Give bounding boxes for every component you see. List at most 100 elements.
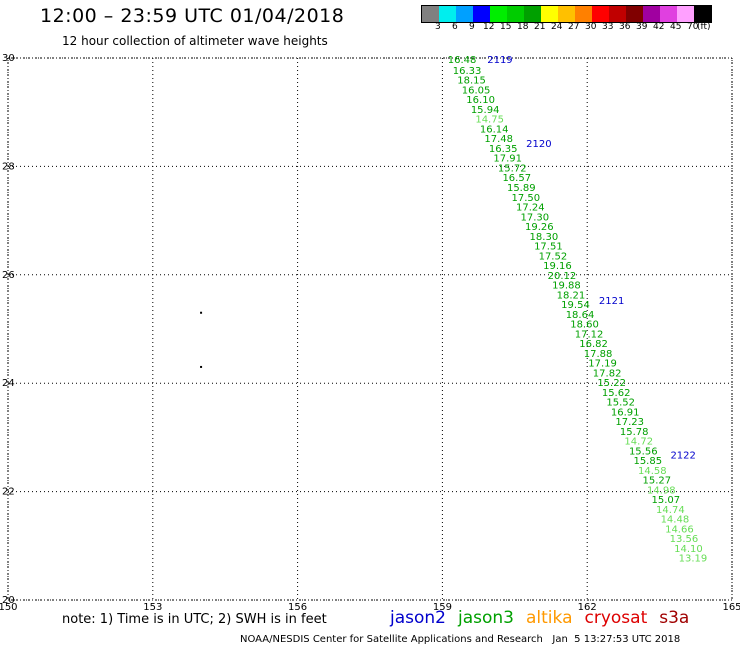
lat-tick-label: 20 xyxy=(2,595,15,606)
swh-value: 15.52 xyxy=(606,398,635,409)
satellite-legend-item: altika xyxy=(526,608,573,628)
swh-value: 19.26 xyxy=(525,222,554,233)
lat-tick-label: 22 xyxy=(2,487,15,498)
swh-value: 16.33 xyxy=(453,66,482,77)
swh-value: 20.12 xyxy=(548,271,577,282)
swh-value: 15.85 xyxy=(633,456,662,467)
swh-value: 18.60 xyxy=(570,320,599,331)
scale-swatch xyxy=(626,6,643,22)
scale-swatch xyxy=(524,6,541,22)
swh-value: 14.58 xyxy=(638,466,667,477)
satellite-legend-item: jason2 xyxy=(390,608,446,628)
swh-value: 17.19 xyxy=(588,359,617,370)
pass-number-label: 2120 xyxy=(526,139,551,150)
scale-swatch xyxy=(694,6,711,22)
swh-value: 18.30 xyxy=(530,232,559,243)
swh-value: 13.19 xyxy=(679,554,708,565)
swh-value: 15.27 xyxy=(642,476,671,487)
scale-label: 12 xyxy=(483,22,495,32)
altimeter-track: 16.4816.3318.1516.0516.1015.9414.7516.14… xyxy=(448,55,708,565)
swh-value: 16.05 xyxy=(462,85,491,96)
swh-value: 18.21 xyxy=(557,290,586,301)
swh-value: 15.72 xyxy=(498,163,527,174)
island-dot xyxy=(200,311,203,314)
swh-value: 14.74 xyxy=(656,505,685,516)
scale-label: 21 xyxy=(534,22,546,32)
lon-tick-label: 162 xyxy=(578,602,597,613)
swh-value: 15.78 xyxy=(620,427,649,438)
swh-value: 17.12 xyxy=(575,329,604,340)
scale-label: 33 xyxy=(602,22,614,32)
scale-swatch xyxy=(660,6,677,22)
scale-swatch xyxy=(575,6,592,22)
scale-label: 30 xyxy=(585,22,597,32)
axis-tick-labels: 150 153 156 159 162 165 30 28 26 24 22 20 xyxy=(0,53,740,613)
swh-value: 14.98 xyxy=(647,485,676,496)
scale-label: 70 xyxy=(687,22,699,32)
swh-value: 15.56 xyxy=(629,446,658,457)
lon-tick-label: 165 xyxy=(722,602,740,613)
scale-swatch xyxy=(507,6,524,22)
swh-value: 16.57 xyxy=(502,173,531,184)
swh-value: 16.48 xyxy=(448,55,477,66)
swh-value: 17.51 xyxy=(534,242,563,253)
satellite-legend-item: s3a xyxy=(659,608,690,628)
lon-tick-label: 156 xyxy=(288,602,307,613)
scale-swatch xyxy=(609,6,626,22)
swh-value: 19.54 xyxy=(561,300,590,311)
lat-tick-label: 26 xyxy=(2,270,15,281)
pass-number-label: 2119 xyxy=(487,55,512,66)
scale-label: 18 xyxy=(517,22,529,32)
wave-height-color-scale xyxy=(421,5,712,23)
scale-swatch xyxy=(558,6,575,22)
swh-value: 16.35 xyxy=(489,144,518,155)
footer-note: note: 1) Time is in UTC; 2) SWH is in fe… xyxy=(62,612,327,627)
satellite-legend-item: jason3 xyxy=(458,608,514,628)
map-frame xyxy=(7,57,733,601)
swh-value: 19.16 xyxy=(543,261,572,272)
swh-value: 18.64 xyxy=(566,310,595,321)
scale-swatch xyxy=(422,6,439,22)
scale-swatch xyxy=(473,6,490,22)
lat-lon-grid xyxy=(7,57,733,601)
map-title: 12:00 – 23:59 UTC 01/04/2018 xyxy=(40,5,345,27)
swh-value: 16.10 xyxy=(466,95,495,106)
swh-value: 16.91 xyxy=(611,407,640,418)
swh-value: 15.07 xyxy=(652,495,681,506)
swh-value: 16.82 xyxy=(579,339,608,350)
islands xyxy=(200,311,203,368)
scale-label: 27 xyxy=(568,22,580,32)
scale-label: 6 xyxy=(452,22,458,32)
map-subtitle: 12 hour collection of altimeter wave hei… xyxy=(62,34,328,48)
swh-value: 18.15 xyxy=(457,76,486,87)
satellite-legend-item: cryosat xyxy=(584,608,648,628)
swh-value: 17.50 xyxy=(511,193,540,204)
lon-tick-label: 150 xyxy=(0,602,18,613)
swh-value: 15.89 xyxy=(507,183,536,194)
swh-value: 14.10 xyxy=(674,544,703,555)
lon-tick-label: 153 xyxy=(143,602,162,613)
credit-line: NOAA/NESDIS Center for Satellite Applica… xyxy=(240,634,681,645)
scale-label: 36 xyxy=(619,22,631,32)
scale-label: 9 xyxy=(469,22,475,32)
swh-value: 17.30 xyxy=(521,212,550,223)
lat-tick-label: 24 xyxy=(2,378,15,389)
scale-label: 45 xyxy=(670,22,682,32)
swh-value: 17.52 xyxy=(539,251,568,262)
swh-value: 17.23 xyxy=(615,417,644,428)
island-dot xyxy=(200,365,203,368)
lon-tick-label: 159 xyxy=(433,602,452,613)
lat-tick-label: 30 xyxy=(2,53,15,64)
scale-label: 24 xyxy=(551,22,563,32)
scale-swatch xyxy=(456,6,473,22)
scale-swatch xyxy=(677,6,694,22)
lat-tick-label: 28 xyxy=(2,161,15,172)
scale-swatch xyxy=(490,6,507,22)
pass-number-label: 2122 xyxy=(670,451,695,462)
scale-swatch xyxy=(592,6,609,22)
swh-value: 17.82 xyxy=(593,368,622,379)
swh-value: 14.72 xyxy=(624,437,653,448)
scale-swatch xyxy=(643,6,660,22)
swh-value: 17.91 xyxy=(493,154,522,165)
